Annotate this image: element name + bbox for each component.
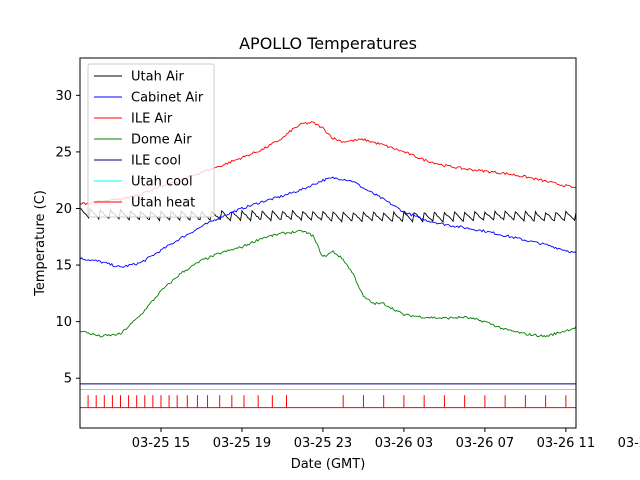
legend-label-utah-air: Utah Air: [131, 70, 184, 85]
y-tick-label: 25: [55, 145, 72, 160]
y-axis-label: Temperature (C): [33, 190, 48, 297]
x-tick-label: 03-25 15: [132, 436, 190, 451]
x-tick-label: 03-26 03: [375, 436, 433, 451]
series-line-dome-air: [80, 229, 576, 338]
legend-label-ile-air: ILE Air: [131, 112, 173, 127]
series-line-cabinet-air: [80, 176, 576, 268]
legend-label-dome-air: Dome Air: [131, 133, 192, 148]
x-tick-label: 03-26 15: [618, 436, 640, 451]
chart-title: APOLLO Temperatures: [239, 34, 417, 53]
x-tick-label: 03-26 11: [537, 436, 595, 451]
axis-ticks: 5 10 15 20 25 30 03-25 15 03-25 19 03-25 23 03-26…: [55, 89, 640, 451]
legend-box: [87, 63, 215, 218]
x-tick-label: 03-25 19: [213, 436, 271, 451]
legend-label-utah-cool: Utah cool: [131, 175, 193, 190]
y-tick-label: 20: [55, 202, 72, 217]
legend: Utah Air Cabinet Air ILE Air Dome Air ILE co…: [87, 63, 215, 218]
y-tick-label: 10: [55, 315, 72, 330]
x-axis-label: Date (GMT): [291, 457, 366, 472]
y-tick-label: 5: [64, 372, 72, 387]
plot-frame: [79, 57, 577, 429]
legend-label-cabinet-air: Cabinet Air: [131, 91, 204, 106]
y-tick-label: 15: [55, 259, 72, 274]
legend-label-utah-heat: Utah heat: [131, 196, 195, 211]
x-tick-label: 03-26 07: [456, 436, 514, 451]
y-tick-label: 30: [55, 89, 72, 104]
legend-label-ile-cool: ILE cool: [131, 154, 181, 169]
x-tick-label: 03-25 23: [294, 436, 352, 451]
